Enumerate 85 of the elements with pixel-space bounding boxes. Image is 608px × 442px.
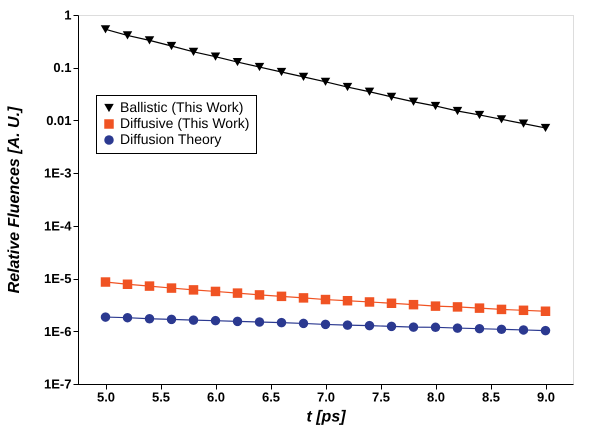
point [452,323,462,333]
point [430,301,440,311]
point [298,72,308,81]
y-axis-title: Relative Fluences [A. U.] [6,106,24,294]
y-tick-label: 1E-6 [44,324,72,339]
point [540,326,550,336]
x-tick-label: 7.0 [316,390,336,404]
point [144,36,154,44]
x-axis-title: t [ps] [306,408,346,426]
legend-label: Diffusive (This Work) [120,115,250,131]
point [210,316,220,326]
point [452,302,462,312]
x-tick-label: 6.0 [206,390,226,404]
point [210,52,220,61]
point [166,283,176,293]
point [408,300,418,310]
point [166,314,176,324]
x-tick-label: 9.0 [536,390,556,404]
point [364,297,374,307]
point [518,306,528,316]
point [188,315,198,325]
point [364,88,374,96]
x-tick-label: 8.0 [426,390,446,404]
point [452,106,462,116]
x-tick-label: 8.5 [482,390,500,404]
x-tick-label: 5.5 [152,390,170,404]
x-tick-label: 6.5 [262,390,280,404]
point [496,304,506,314]
point [474,324,484,334]
point [474,303,484,313]
point [342,296,352,306]
point [320,320,330,330]
point [364,320,374,330]
point [100,312,110,322]
point [496,115,506,124]
y-tick-label: 0.01 [46,112,72,128]
point [408,322,418,332]
point [122,31,132,40]
point [144,281,154,291]
point [276,292,286,302]
point [232,288,242,298]
point [342,82,352,92]
point [232,316,242,326]
point [122,280,132,290]
point [298,318,308,328]
point [518,325,528,335]
point [144,314,154,324]
point [430,102,440,110]
point [386,322,396,332]
point [254,317,264,327]
y-tick-label: 1E-4 [44,218,72,234]
y-tick-label: 1 [64,8,72,22]
point [232,58,242,66]
point [100,277,110,287]
point [254,290,264,300]
point [276,68,286,76]
point [342,320,352,330]
point [386,92,396,101]
point [320,78,330,86]
point [540,306,550,316]
point [276,318,286,328]
y-tick-label: 1E-3 [44,166,72,181]
point [474,110,484,120]
point [210,286,220,296]
point [188,285,198,295]
x-tick-label: 7.5 [372,390,390,404]
y-tick-label: 1E-5 [44,271,72,286]
point [100,25,110,34]
point [298,293,308,303]
point [320,294,330,304]
point [496,324,506,334]
point [254,62,264,72]
point [540,124,550,132]
y-tick-label: 1E-7 [44,376,72,392]
point [188,48,198,56]
point [518,120,528,128]
point [122,312,132,322]
point [166,42,176,50]
point [408,98,418,106]
y-tick-label: 0.1 [53,60,72,76]
x-tick-label: 5.0 [96,390,116,404]
point [430,322,440,332]
point [386,298,396,308]
legend-label: Diffusion Theory [120,131,222,147]
legend-label: Ballistic (This Work) [120,99,244,115]
